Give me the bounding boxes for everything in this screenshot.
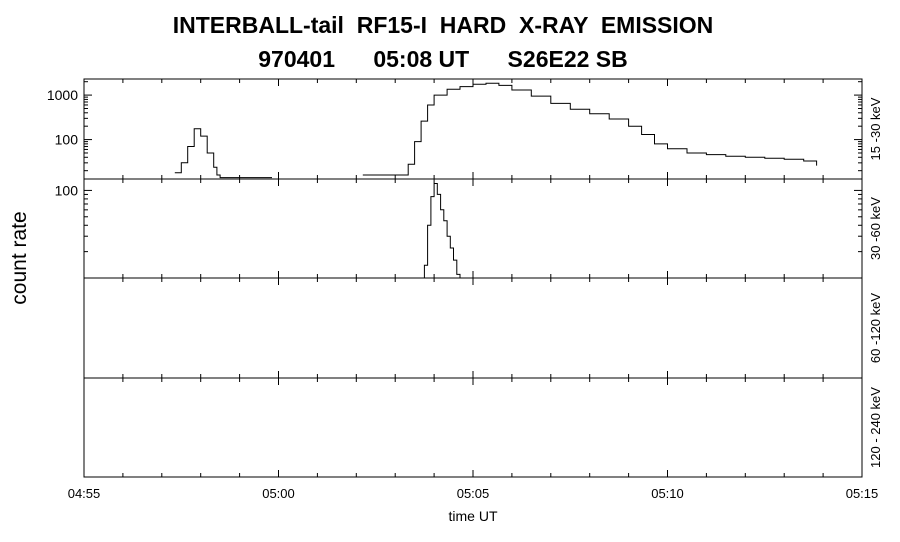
x-tick-label: 05:05 bbox=[457, 486, 490, 501]
panel-band-label: 15 -30 keV bbox=[868, 97, 883, 160]
y-axis-label: count rate bbox=[8, 211, 31, 304]
chart-title-line-1: INTERBALL-tail RF15-I HARD X-RAY EMISSIO… bbox=[172, 12, 714, 38]
panel-frame bbox=[83, 377, 863, 478]
chart-title-line-2: 970401 05:08 UT S26E22 SB bbox=[258, 46, 628, 72]
panel-band-label: 30 -60 keV bbox=[868, 197, 883, 260]
y-tick-label: 1000 bbox=[47, 87, 78, 103]
panel-frame bbox=[83, 178, 863, 279]
panel-frame bbox=[83, 277, 863, 379]
series-line bbox=[362, 82, 818, 176]
y-tick-label: 100 bbox=[55, 182, 79, 198]
x-tick-label: 05:10 bbox=[651, 486, 684, 501]
x-axis-label: time UT bbox=[449, 508, 498, 524]
x-tick-label: 04:55 bbox=[68, 486, 101, 501]
series-line bbox=[174, 128, 272, 179]
x-tick-label: 05:15 bbox=[846, 486, 879, 501]
series-line bbox=[421, 183, 461, 279]
panel-band-label: 120 - 240 keV bbox=[868, 387, 883, 468]
panel-band-label: 60 -120 keV bbox=[868, 293, 883, 363]
y-tick-label: 100 bbox=[55, 132, 79, 148]
x-tick-label: 05:00 bbox=[262, 486, 295, 501]
